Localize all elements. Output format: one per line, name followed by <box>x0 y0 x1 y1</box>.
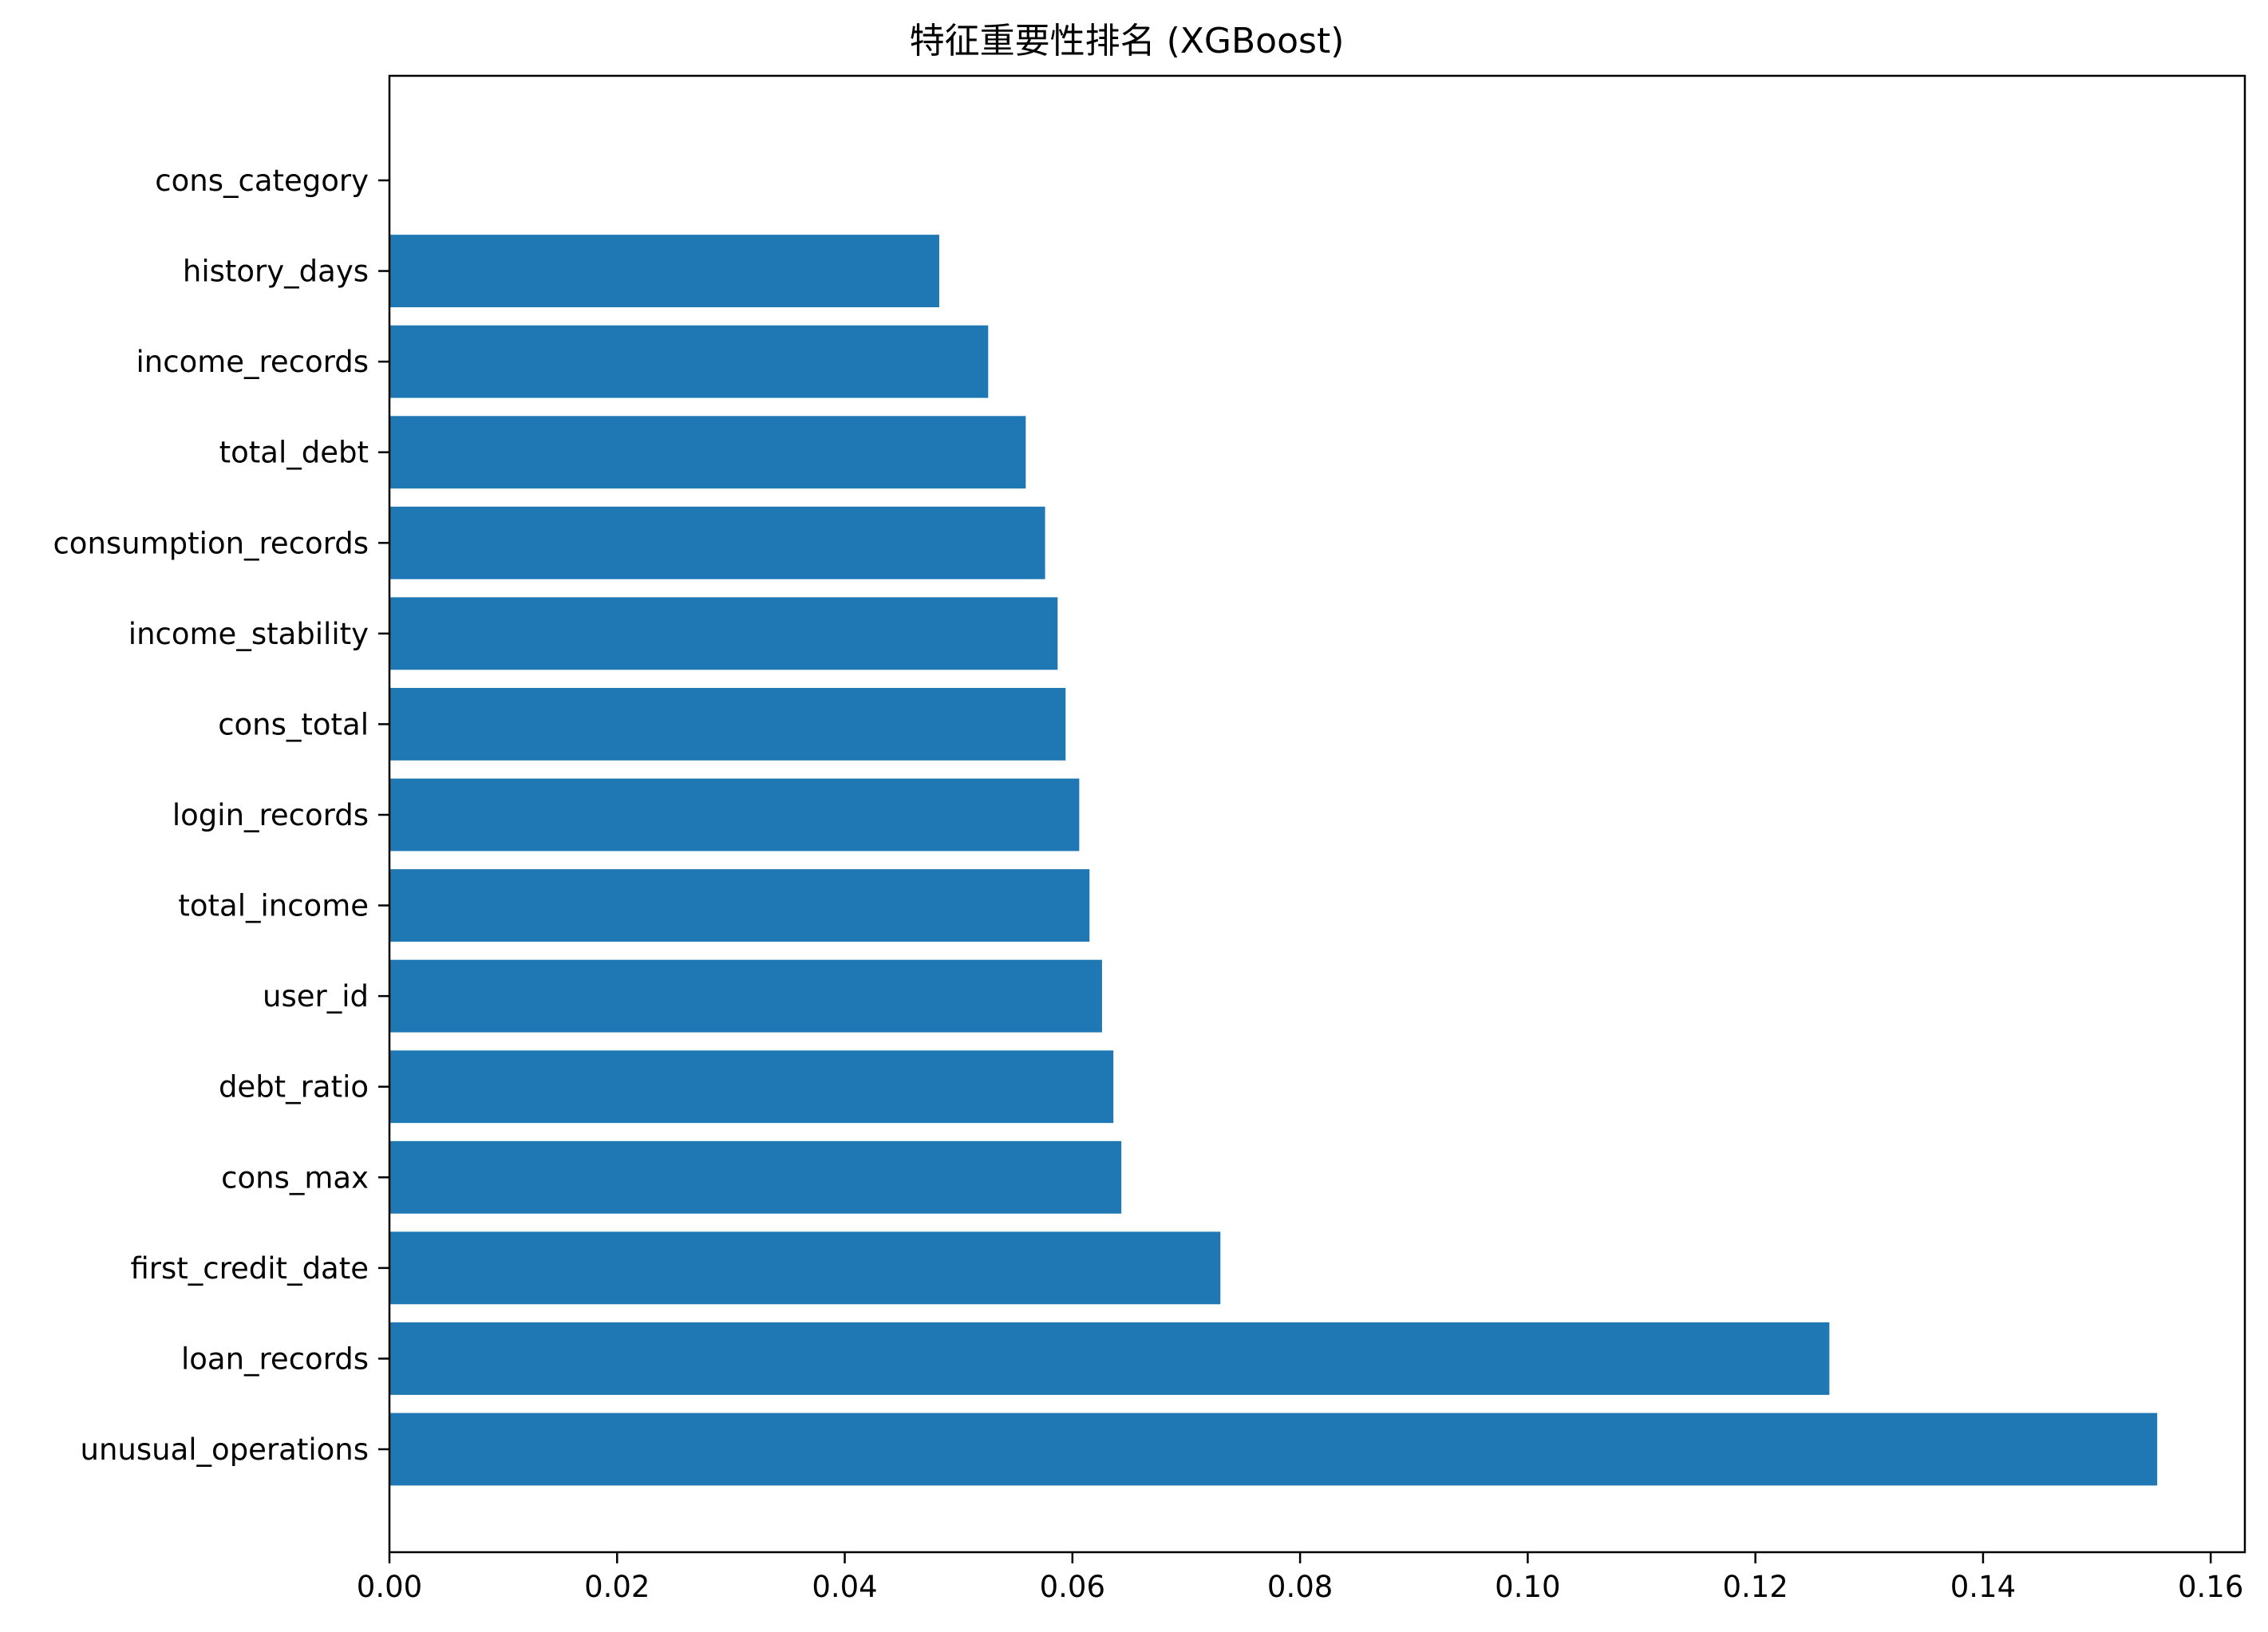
y-tick-label-income-stability: income_stability <box>128 617 369 651</box>
bar-cons-total <box>389 688 1066 761</box>
y-tick-label-consumption-records: consumption_records <box>53 526 369 560</box>
y-tick-label-total-income: total_income <box>178 889 369 923</box>
x-tick-label: 0.02 <box>584 1570 650 1604</box>
plot-frame <box>388 74 2246 1554</box>
bar-series <box>389 235 2158 1486</box>
x-tick-label: 0.08 <box>1267 1570 1333 1604</box>
bar-income-records <box>389 325 989 398</box>
bar-loan-records <box>389 1322 1830 1395</box>
x-tick-label: 0.10 <box>1495 1570 1560 1604</box>
y-tick-label-unusual-operations: unusual_operations <box>81 1432 369 1467</box>
bar-login-records <box>389 778 1080 852</box>
x-tick-label: 0.14 <box>1950 1570 2016 1604</box>
x-tick-label: 0.16 <box>2178 1570 2243 1604</box>
y-tick-label-first-credit-date: first_credit_date <box>130 1251 369 1286</box>
y-tick-label-total-debt: total_debt <box>219 436 369 470</box>
bar-total-debt <box>389 416 1026 489</box>
bar-income-stability <box>389 597 1058 670</box>
y-tick-label-cons-category: cons_category <box>155 164 369 198</box>
y-tick-label-income-records: income_records <box>136 345 369 379</box>
y-axis-ticks: unusual_operations loan_records first_cred… <box>53 164 389 1467</box>
bar-first-credit-date <box>389 1231 1221 1305</box>
bar-user-id <box>389 959 1102 1033</box>
x-tick-label: 0.04 <box>812 1570 877 1604</box>
bar-cons-max <box>389 1140 1122 1214</box>
y-tick-label-loan-records: loan_records <box>181 1342 369 1376</box>
y-tick-label-debt-ratio: debt_ratio <box>219 1070 369 1104</box>
bar-history-days <box>389 235 939 307</box>
y-tick-label-login-records: login_records <box>172 798 369 832</box>
bar-unusual-operations <box>389 1413 2158 1486</box>
bar-consumption-records <box>389 506 1045 579</box>
x-axis-ticks: 0.00 0.02 0.04 0.06 0.08 0.10 0.12 0.14 0.16 <box>357 1552 2243 1604</box>
y-tick-label-cons-max: cons_max <box>221 1160 369 1195</box>
x-tick-label: 0.00 <box>357 1570 422 1604</box>
x-tick-label: 0.06 <box>1040 1570 1105 1604</box>
x-tick-label: 0.12 <box>1722 1570 1788 1604</box>
bar-total-income <box>389 869 1090 942</box>
chart-title: 特征重要性排名 (XGBoost) <box>910 21 1345 61</box>
y-tick-label-user-id: user_id <box>263 979 369 1014</box>
bar-debt-ratio <box>389 1050 1114 1124</box>
y-tick-label-cons-total: cons_total <box>218 707 369 741</box>
y-tick-label-history-days: history_days <box>183 255 369 289</box>
